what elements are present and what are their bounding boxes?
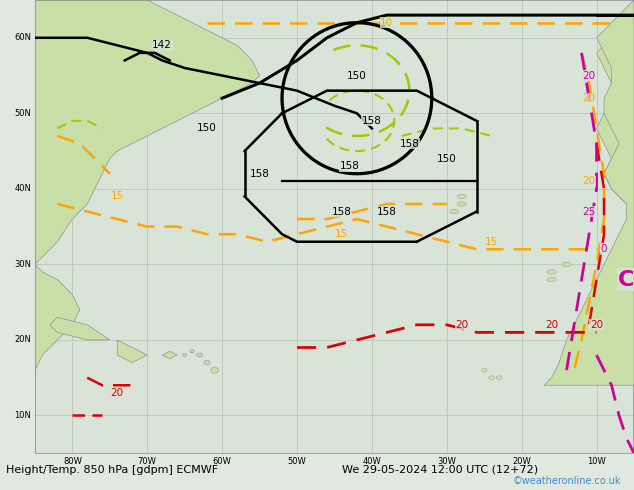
Text: 20: 20 (590, 320, 603, 330)
Text: 15: 15 (110, 192, 124, 201)
Text: 158: 158 (362, 116, 382, 126)
Polygon shape (35, 265, 80, 453)
Text: 20: 20 (583, 71, 595, 80)
Text: 142: 142 (152, 40, 172, 50)
Text: 150: 150 (347, 71, 367, 80)
Ellipse shape (496, 376, 502, 380)
Text: ©weatheronline.co.uk: ©weatheronline.co.uk (513, 476, 621, 486)
Text: 20: 20 (583, 93, 595, 103)
Ellipse shape (450, 209, 459, 214)
Text: 158: 158 (377, 206, 397, 217)
Ellipse shape (204, 360, 210, 365)
Text: C: C (618, 270, 634, 290)
Polygon shape (50, 318, 110, 340)
Text: 30N: 30N (14, 260, 31, 269)
Ellipse shape (197, 353, 203, 357)
Text: 150: 150 (437, 154, 456, 164)
Ellipse shape (547, 277, 556, 282)
Text: 50N: 50N (14, 109, 31, 118)
Text: 40N: 40N (14, 184, 31, 194)
Text: 158: 158 (399, 139, 419, 148)
Text: 30W: 30W (437, 457, 456, 466)
Polygon shape (162, 351, 177, 359)
Polygon shape (597, 0, 634, 453)
Text: 20: 20 (111, 388, 124, 398)
Text: 0: 0 (601, 245, 607, 254)
Text: 10N: 10N (14, 411, 31, 420)
Ellipse shape (457, 202, 466, 206)
Text: 15: 15 (485, 237, 498, 247)
Text: 158: 158 (332, 206, 352, 217)
Text: 20: 20 (455, 320, 469, 330)
Text: 60W: 60W (212, 457, 231, 466)
Ellipse shape (190, 350, 195, 353)
Ellipse shape (211, 367, 218, 373)
Text: 50W: 50W (288, 457, 306, 466)
Ellipse shape (457, 194, 466, 198)
Ellipse shape (562, 262, 571, 267)
Text: 15: 15 (335, 229, 349, 239)
Ellipse shape (481, 368, 487, 372)
Text: Height/Temp. 850 hPa [gdpm] ECMWF: Height/Temp. 850 hPa [gdpm] ECMWF (6, 465, 219, 475)
Text: 70W: 70W (138, 457, 157, 466)
Text: 20N: 20N (14, 336, 31, 344)
Text: We 29-05-2024 12:00 UTC (12+72): We 29-05-2024 12:00 UTC (12+72) (342, 465, 538, 475)
Ellipse shape (183, 354, 186, 357)
Text: 60N: 60N (14, 33, 31, 42)
Text: 20: 20 (545, 320, 558, 330)
Text: 20W: 20W (512, 457, 531, 466)
Text: 10: 10 (380, 18, 394, 27)
Polygon shape (117, 340, 147, 363)
Text: 158: 158 (339, 161, 359, 171)
Text: 158: 158 (250, 169, 269, 179)
Polygon shape (544, 0, 634, 385)
Text: 40W: 40W (363, 457, 381, 466)
Ellipse shape (547, 270, 556, 274)
Text: 20: 20 (583, 176, 595, 186)
Text: 25: 25 (583, 206, 596, 217)
Ellipse shape (489, 376, 495, 380)
Text: 150: 150 (197, 123, 217, 133)
Text: 80W: 80W (63, 457, 82, 466)
Polygon shape (35, 0, 259, 265)
Text: 10W: 10W (587, 457, 606, 466)
